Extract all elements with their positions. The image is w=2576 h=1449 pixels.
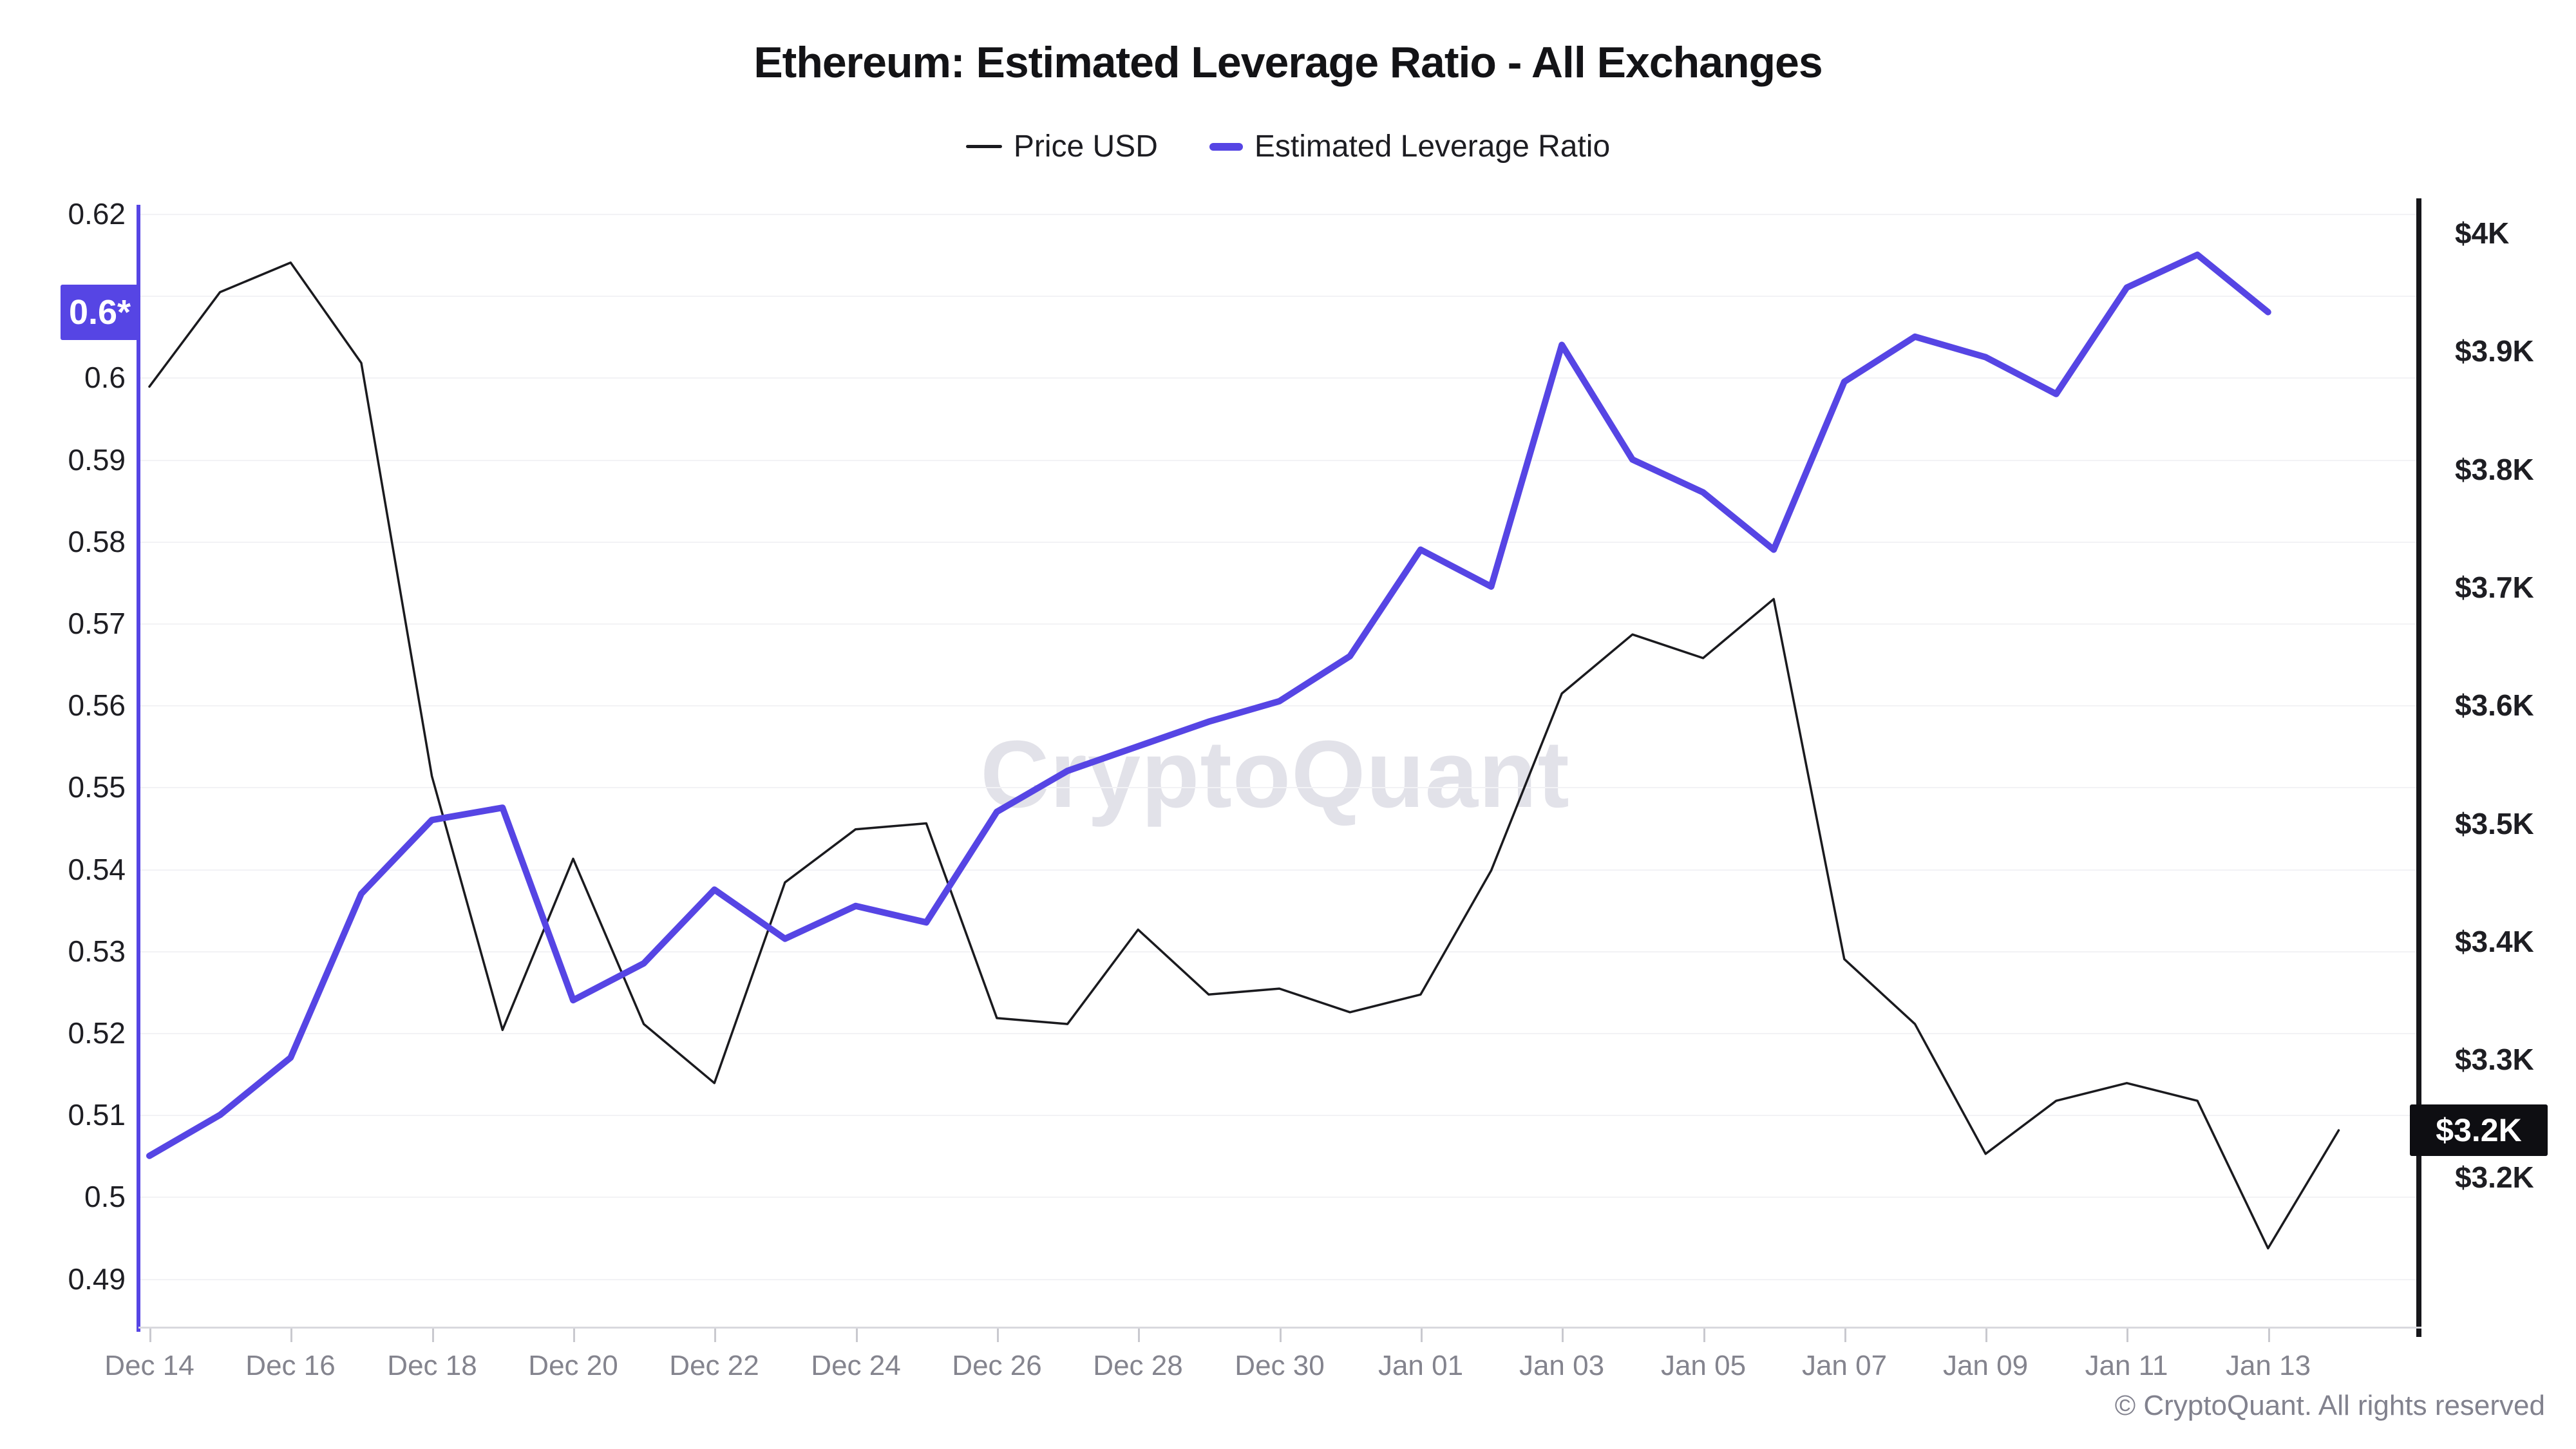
x-axis-tick-mark	[1280, 1327, 1282, 1342]
x-axis-tick-mark	[1138, 1327, 1140, 1342]
x-axis-tick-mark	[1985, 1327, 1987, 1342]
cryptoquant-watermark: CryptoQuant	[980, 721, 1570, 828]
x-axis-tick-mark	[1562, 1327, 1564, 1342]
left-axis-tick-label: 0.62	[68, 197, 126, 231]
right-axis-tick-label: $3.3K	[2455, 1043, 2534, 1076]
x-axis-tick-label: Dec 30	[1235, 1350, 1325, 1381]
price-usd-line[interactable]	[148, 261, 2340, 1250]
x-axis-tick-label: Dec 28	[1093, 1350, 1183, 1381]
x-axis-tick-label: Dec 24	[811, 1350, 901, 1381]
gridline	[138, 623, 2418, 625]
x-axis-tick-mark	[573, 1327, 575, 1342]
legend-item-price[interactable]: Price USD	[965, 129, 1158, 164]
left-axis-tick-label: 0.49	[68, 1262, 126, 1296]
right-axis-tick-label: $3.9K	[2455, 334, 2534, 368]
gridline	[138, 460, 2418, 461]
x-axis-tick-label: Dec 18	[387, 1350, 477, 1381]
gridline	[138, 787, 2418, 788]
gridline	[138, 869, 2418, 871]
x-axis-tick-mark	[1421, 1327, 1423, 1342]
right-axis-tick-label: $3.2K	[2455, 1160, 2534, 1194]
gridline	[138, 1115, 2418, 1116]
legend-item-leverage[interactable]: Estimated Leverage Ratio	[1209, 129, 1610, 164]
left-axis-tick-label: 0.57	[68, 607, 126, 640]
gridline	[138, 214, 2418, 215]
gridline	[138, 1279, 2418, 1280]
left-axis-tick-label: 0.5	[84, 1180, 126, 1213]
x-axis-tick-label: Jan 11	[2085, 1350, 2168, 1381]
x-axis-tick-label: Jan 05	[1660, 1350, 1747, 1381]
copyright-notice: © CryptoQuant. All rights reserved	[2114, 1390, 2545, 1421]
x-axis-tick-mark	[856, 1327, 858, 1342]
x-axis-tick-mark	[432, 1327, 434, 1342]
x-axis-tick-label: Jan 09	[1942, 1350, 2029, 1381]
x-axis-tick-mark	[1703, 1327, 1705, 1342]
right-axis-tick-label: $3.4K	[2455, 925, 2534, 958]
leverage-line-swatch-icon	[1209, 142, 1243, 151]
left-axis-tick-label: 0.6	[84, 361, 126, 394]
x-axis-tick-label: Jan 03	[1519, 1350, 1605, 1381]
price-current-value-badge: $3.2K	[2410, 1104, 2548, 1156]
gridline	[138, 951, 2418, 952]
chart-legend: Price USD Estimated Leverage Ratio	[0, 129, 2576, 164]
left-axis-tick-label: 0.53	[68, 934, 126, 968]
leverage-current-value-badge: 0.6*	[61, 285, 139, 340]
x-axis-tick-label: Dec 26	[952, 1350, 1042, 1381]
left-axis-tick-label: 0.54	[68, 853, 126, 886]
x-axis-tick-label: Dec 20	[528, 1350, 618, 1381]
left-axis-line	[137, 205, 140, 1332]
left-axis-tick-label: 0.52	[68, 1016, 126, 1050]
x-axis-tick-label: Dec 16	[245, 1350, 336, 1381]
x-axis-tick-mark	[149, 1327, 151, 1342]
x-axis-tick-mark	[997, 1327, 999, 1342]
x-axis-tick-label: Dec 14	[104, 1350, 194, 1381]
right-axis-tick-label: $3.8K	[2455, 453, 2534, 486]
price-line-swatch-icon	[965, 145, 1002, 148]
gridline	[138, 377, 2418, 379]
right-axis-line	[2416, 198, 2421, 1337]
left-axis-tick-label: 0.55	[68, 770, 126, 804]
right-axis-tick-label: $3.6K	[2455, 688, 2534, 722]
right-axis-tick-label: $4K	[2455, 216, 2510, 250]
gridline	[138, 705, 2418, 706]
legend-item-label: Price USD	[1013, 129, 1158, 164]
left-axis-tick-label: 0.59	[68, 443, 126, 477]
leverage-ratio-line[interactable]	[146, 251, 2271, 1159]
x-axis-tick-mark	[2126, 1327, 2128, 1342]
x-axis-tick-mark	[1844, 1327, 1846, 1342]
left-axis-tick-label: 0.58	[68, 525, 126, 558]
left-axis-tick-label: 0.56	[68, 688, 126, 722]
chart-title: Ethereum: Estimated Leverage Ratio - All…	[753, 38, 1823, 87]
x-axis-tick-label: Dec 22	[669, 1350, 759, 1381]
x-axis-tick-label: Jan 01	[1378, 1350, 1464, 1381]
legend-item-label: Estimated Leverage Ratio	[1254, 129, 1611, 164]
x-axis-tick-label: Jan 07	[1801, 1350, 1888, 1381]
right-axis-tick-label: $3.5K	[2455, 807, 2534, 840]
x-axis-tick-mark	[714, 1327, 716, 1342]
gridline	[138, 1197, 2418, 1198]
gridline	[138, 542, 2418, 543]
right-axis-tick-label: $3.7K	[2455, 571, 2534, 604]
x-axis-tick-mark	[290, 1327, 292, 1342]
x-axis-tick-label: Jan 13	[2225, 1350, 2311, 1381]
x-axis-tick-mark	[2268, 1327, 2270, 1342]
gridline	[138, 296, 2418, 297]
gridline	[138, 1033, 2418, 1034]
left-axis-tick-label: 0.51	[68, 1098, 126, 1132]
x-axis-line	[138, 1327, 2421, 1329]
